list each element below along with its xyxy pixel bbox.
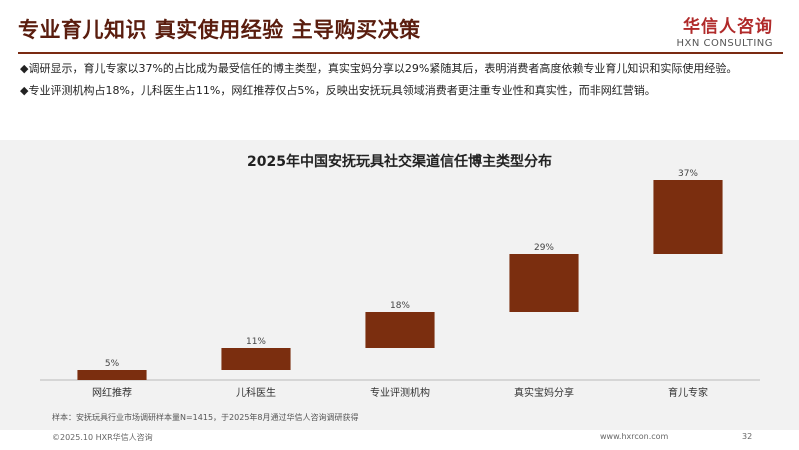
data-label: 18%	[390, 301, 410, 311]
sample-note: 样本：安抚玩具行业市场调研样本量N=1415，于2025年8月通过华信人咨询调研…	[52, 413, 359, 422]
bar-2	[221, 348, 291, 370]
bar-5	[653, 180, 723, 254]
page-title: 专业育儿知识 真实使用经验 主导购买决策	[18, 18, 421, 42]
finding-bullet: ◆专业评测机构占18%，儿科医生占11%，网红推荐仅占5%，反映出安抚玩具领域消…	[20, 84, 656, 97]
bar-1	[77, 370, 147, 380]
category-label: 网红推荐	[92, 386, 132, 399]
bar-3	[365, 312, 435, 348]
logo-english-name: HXN CONSULTING	[676, 38, 773, 49]
data-label: 29%	[534, 243, 554, 253]
page-number: 32	[742, 432, 753, 441]
logo-chinese-name: 华信人咨询	[683, 17, 773, 37]
finding-bullet: ◆调研显示，育儿专家以37%的占比成为最受信任的博主类型，真实宝妈分享以29%紧…	[20, 62, 738, 75]
data-label: 11%	[246, 337, 266, 347]
waterfall-chart: 2025年中国安抚玩具社交渠道信任博主类型分布 5% 网红推荐 11% 儿科医生 18% 专…	[40, 153, 760, 399]
category-label: 专业评测机构	[370, 386, 430, 399]
data-label: 37%	[678, 169, 698, 179]
category-label: 真实宝妈分享	[514, 386, 574, 399]
bar-4	[509, 254, 579, 312]
findings-list: ◆调研显示，育儿专家以37%的占比成为最受信任的博主类型，真实宝妈分享以29%紧…	[20, 60, 750, 104]
chart-panel: 2025年中国安抚玩具社交渠道信任博主类型分布 5% 网红推荐 11% 儿科医生 18% 专…	[0, 140, 799, 430]
title-divider	[18, 52, 783, 54]
category-label: 儿科医生	[236, 386, 276, 399]
company-logo: 华信人咨询 HXN CONSULTING	[676, 12, 773, 49]
chart-title: 2025年中国安抚玩具社交渠道信任博主类型分布	[247, 153, 552, 170]
footer-url: www.hxrcon.com	[600, 432, 669, 441]
data-label: 5%	[105, 359, 120, 369]
category-label: 育儿专家	[668, 386, 708, 399]
footer-copyright: ©2025.10 HXR华信人咨询	[52, 433, 153, 442]
